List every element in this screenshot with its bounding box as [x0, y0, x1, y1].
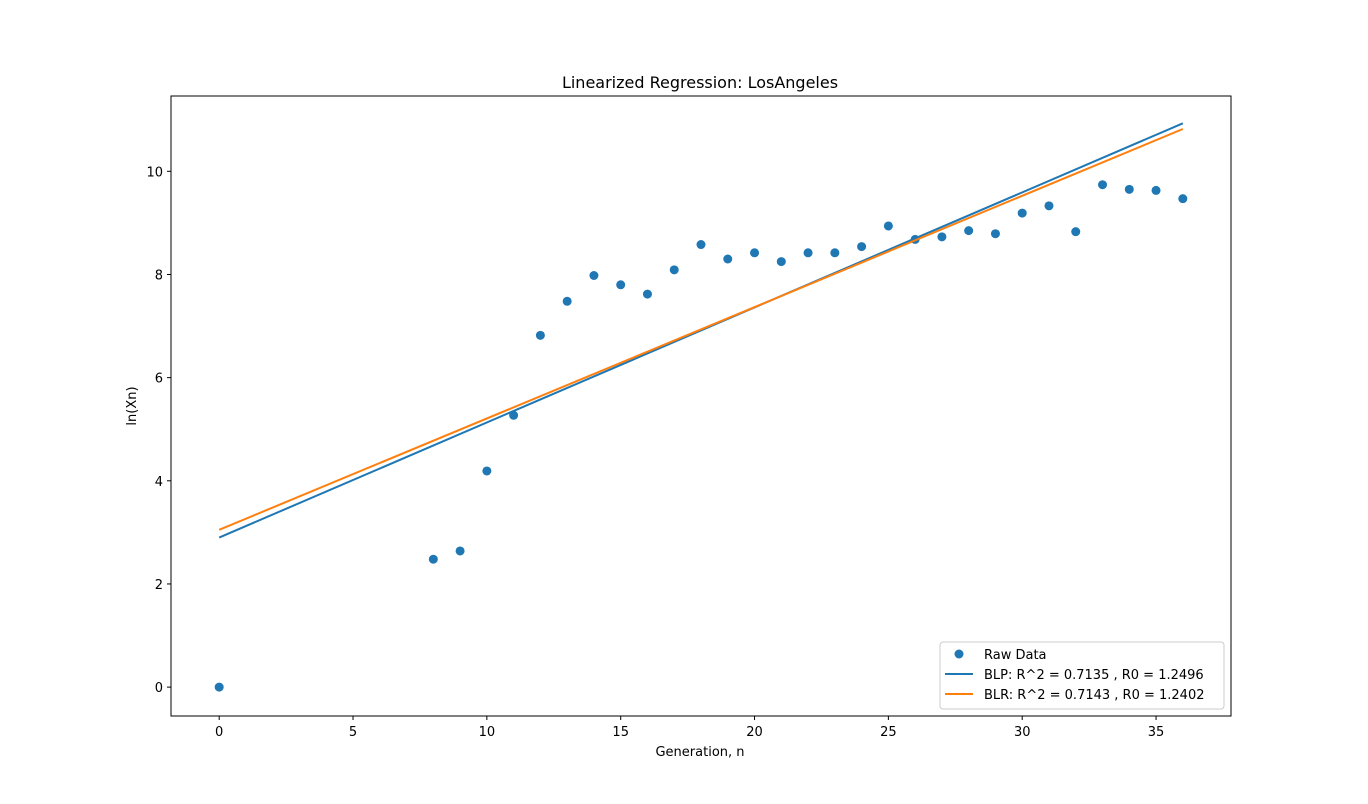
data-point: [669, 265, 679, 275]
data-point: [482, 466, 492, 476]
legend-item: Raw Data: [954, 648, 1047, 663]
plot-frame: [170, 95, 1232, 717]
legend-box: [939, 641, 1225, 710]
data-point: [642, 289, 652, 299]
data-point: [562, 296, 572, 306]
x-axis-title: Generation, n: [655, 745, 744, 760]
legend-label: Raw Data: [984, 648, 1047, 663]
data-point: [723, 254, 733, 264]
regression-line-2: [218, 128, 1184, 531]
data-point: [990, 229, 1000, 239]
legend-item: BLP: R^2 = 0.7135 , R0 = 1.2496: [945, 668, 1204, 683]
y-tick-label: 4: [155, 475, 163, 490]
y-tick-label: 10: [146, 165, 163, 180]
data-point: [696, 240, 706, 250]
data-point: [937, 232, 947, 242]
y-tick-label: 0: [155, 681, 163, 696]
data-point: [616, 280, 626, 290]
data-point: [750, 248, 760, 258]
legend-label: BLR: R^2 = 0.7143 , R0 = 1.2402: [984, 688, 1205, 703]
data-point: [428, 554, 438, 564]
data-point: [964, 226, 974, 236]
x-tick-label: 5: [349, 725, 357, 740]
x-tick-label: 25: [880, 725, 897, 740]
data-point: [535, 330, 545, 340]
data-point: [1098, 180, 1108, 190]
legend: Raw Data BLP: R^2 = 0.7135 , R0 = 1.2496 B…: [939, 641, 1225, 710]
series-layer: [214, 122, 1188, 692]
series-2: [218, 128, 1184, 531]
data-point: [803, 248, 813, 258]
x-tick-label: 20: [746, 725, 763, 740]
x-tick-label: 15: [612, 725, 629, 740]
data-point: [1071, 227, 1081, 237]
data-point: [883, 221, 893, 231]
legend-label: BLP: R^2 = 0.7135 , R0 = 1.2496: [984, 668, 1204, 683]
data-point: [589, 271, 599, 281]
data-point: [509, 410, 519, 420]
data-point: [455, 546, 465, 556]
data-point: [1151, 185, 1161, 195]
y-axis: 0 2 4 6 8 10: [146, 165, 171, 696]
data-point: [1017, 208, 1027, 218]
data-point: [214, 682, 224, 692]
x-tick-label: 0: [215, 725, 223, 740]
data-point: [1178, 194, 1188, 204]
legend-item: BLR: R^2 = 0.7143 , R0 = 1.2402: [945, 688, 1205, 703]
data-point: [857, 242, 867, 252]
y-tick-label: 8: [155, 268, 163, 283]
data-point: [1124, 184, 1134, 194]
legend-marker-swatch: [954, 649, 964, 659]
data-point: [1044, 201, 1054, 211]
y-tick-label: 2: [155, 578, 163, 593]
chart-title: Linearized Regression: LosAngeles: [562, 73, 838, 92]
series-0: [214, 180, 1188, 692]
x-axis: 0 5 10 15 20 25 30 35: [215, 716, 1164, 740]
y-tick-label: 6: [155, 372, 163, 387]
x-tick-label: 35: [1148, 725, 1165, 740]
data-point: [776, 257, 786, 267]
y-axis-title: ln(Xn): [125, 386, 140, 425]
data-point: [830, 248, 840, 258]
x-tick-label: 30: [1014, 725, 1031, 740]
x-tick-label: 10: [479, 725, 496, 740]
